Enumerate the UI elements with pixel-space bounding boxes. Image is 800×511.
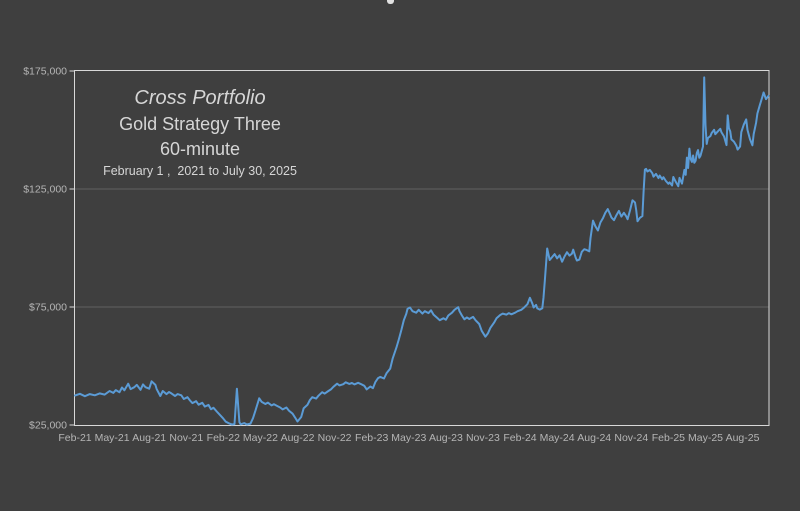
annotation-timeframe: 60-minute: [159, 139, 241, 159]
equity-curve-line: [74, 76, 770, 426]
x-axis-tick-label: Nov-24: [614, 432, 648, 444]
x-axis-tick-label: May-25: [688, 432, 723, 444]
plot-border: [74, 70, 770, 426]
x-axis-tick-label: May-22: [243, 432, 278, 444]
x-axis-tick-label: Aug-23: [429, 432, 463, 444]
x-axis-tick-label: Nov-22: [318, 432, 352, 444]
x-axis-tick-label: Feb-25: [652, 432, 685, 444]
y-axis-tick-label: $125,000: [23, 184, 67, 196]
chart-annotation-block: Cross Portfolio Gold Strategy Three 60-m…: [74, 85, 326, 180]
annotation-portfolio-title: Cross Portfolio: [134, 87, 266, 109]
x-axis-tick-label: May-24: [540, 432, 575, 444]
x-axis-tick-label: Aug-22: [281, 432, 315, 444]
y-axis-tick-label: $75,000: [29, 302, 67, 314]
annotation-date-range: February 1 , 2021 to July 30, 2025: [103, 164, 297, 178]
x-axis-tick-label: Feb-23: [355, 432, 388, 444]
x-axis-tick-label: Feb-24: [503, 432, 536, 444]
x-axis-tick-label: Aug-21: [132, 432, 166, 444]
cropped-title-fragment: [387, 0, 394, 4]
x-axis-tick-label: Aug-24: [577, 432, 611, 444]
x-axis-tick-label: Nov-21: [169, 432, 203, 444]
x-axis-tick-label: Feb-22: [207, 432, 240, 444]
x-axis-tick-label: Aug-25: [726, 432, 760, 444]
annotation-strategy-name: Gold Strategy Three: [119, 114, 281, 134]
y-axis-tick-label: $175,000: [23, 66, 67, 78]
x-axis-tick-label: May-23: [391, 432, 426, 444]
x-axis-tick-label: Feb-21: [58, 432, 91, 444]
x-axis-tick-label: May-21: [95, 432, 130, 444]
x-axis-tick-label: Nov-23: [466, 432, 500, 444]
y-axis-tick-label: $25,000: [29, 420, 67, 432]
